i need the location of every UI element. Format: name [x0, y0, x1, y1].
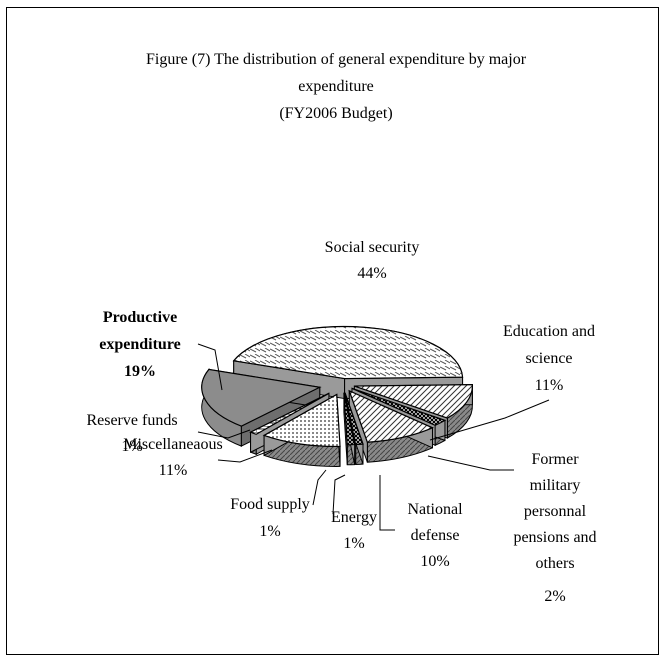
slice-name-label: Energy	[331, 509, 377, 526]
slice-value-label: 1%	[259, 523, 280, 540]
slice-name-label: Food supply	[230, 496, 310, 513]
slice-name-label: defense	[411, 527, 460, 544]
slice-labels: Social security 44% Education and science 11…	[86, 239, 596, 605]
pie-slice	[348, 389, 434, 443]
chart-title-line: expenditure	[298, 78, 374, 95]
pie-slice	[201, 368, 322, 427]
chart-subtitle: (FY2006 Budget)	[279, 105, 392, 122]
leader-line	[332, 474, 346, 515]
slice-value-label: 10%	[420, 553, 449, 570]
slice-name-label: expenditure	[99, 336, 180, 353]
pie-slice	[344, 392, 364, 446]
leader-line	[312, 469, 327, 506]
slice-name-label: science	[525, 350, 572, 367]
slice-name-label: Reserve funds	[86, 412, 177, 429]
leader-line	[197, 343, 223, 391]
slice-name-label: Education and	[503, 323, 595, 340]
slice-name-label: personnal	[524, 503, 587, 520]
leader-lines	[197, 343, 550, 531]
slice-value-label: 19%	[124, 363, 156, 380]
pie-slice	[262, 393, 341, 448]
chart-title: Figure (7) The distribution of general e…	[146, 51, 527, 122]
slice-value-label: 11%	[535, 377, 564, 394]
pie-slice	[232, 325, 464, 380]
leader-line	[429, 399, 550, 441]
slice-value-label: 11%	[159, 462, 188, 479]
slice-name-label: Productive	[103, 309, 177, 326]
slice-name-label: military	[530, 477, 581, 494]
slice-value-label: 44%	[357, 265, 386, 282]
slice-name-label: National	[407, 501, 463, 518]
slice-value-label: 2%	[544, 588, 565, 605]
slice-value-label: 1%	[121, 438, 142, 455]
pie-slices	[201, 325, 473, 467]
slice-name-label: Social security	[325, 239, 420, 256]
slice-name-label: Miscellaneaous	[123, 436, 223, 453]
leader-line	[427, 455, 514, 471]
leader-line	[217, 449, 273, 463]
slice-name-label: others	[535, 555, 574, 572]
pie-slice	[249, 392, 330, 435]
pie-slice	[351, 387, 447, 426]
slice-name-label: Former	[531, 451, 579, 468]
leader-line	[379, 475, 395, 531]
leader-line	[197, 429, 251, 439]
slice-value-label: 1%	[343, 535, 364, 552]
slice-name-label: pensions and	[513, 529, 596, 546]
pie-slice	[343, 392, 356, 446]
chart-title-line: Figure (7) The distribution of general e…	[146, 51, 527, 68]
pie-slice	[354, 384, 473, 419]
